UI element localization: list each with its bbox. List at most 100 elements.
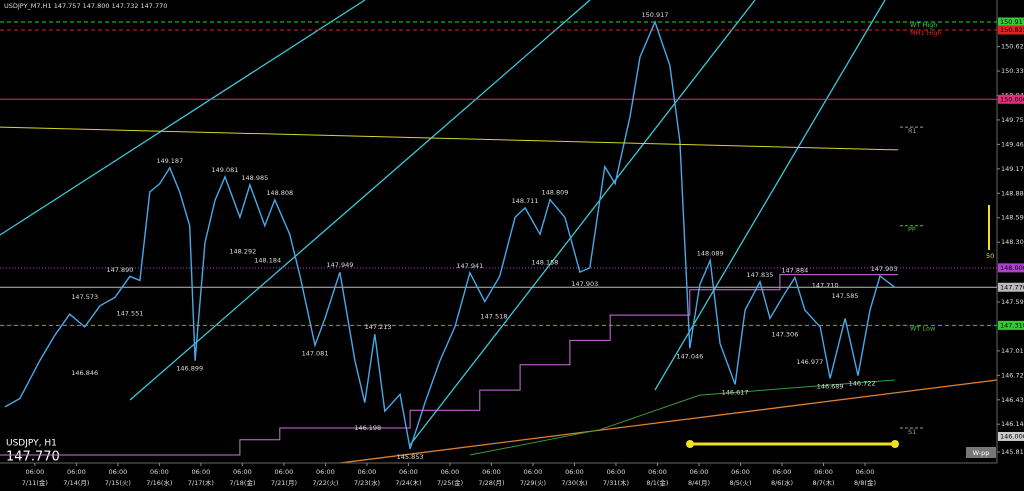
w-pp-box (966, 447, 996, 458)
x-tick-label: 7/23(水) (354, 478, 380, 487)
x-tick-label: 7/14(月) (63, 479, 89, 487)
x-tick-time: 06:00 (814, 468, 833, 476)
y-tick-label: 147.015 (1001, 347, 1024, 355)
price-annotation: 147.573 (71, 293, 98, 301)
price-annotation: 147.949 (326, 261, 353, 269)
price-annotation: 147.903 (571, 280, 598, 288)
y-tick-label: 149.465 (1001, 140, 1024, 148)
y-tick-label: 146.725 (1001, 371, 1024, 379)
y-tick-label: 148.885 (1001, 189, 1024, 197)
price-annotation: 146.846 (71, 369, 98, 377)
level-box (998, 282, 1024, 292)
symbol-price: 147.770 (6, 450, 60, 465)
price-annotation: 148.089 (697, 249, 724, 257)
x-tick-time: 06:00 (565, 468, 584, 476)
x-tick-time: 06:00 (316, 468, 335, 476)
x-tick-time: 06:00 (150, 468, 169, 476)
price-annotation: 146.722 (849, 380, 876, 388)
x-tick-label: 8/7(木) (812, 478, 834, 487)
price-annotation: 147.518 (480, 312, 507, 320)
x-tick-time: 06:00 (731, 468, 750, 476)
x-tick-label: 7/15(火) (105, 479, 131, 487)
x-tick-label: 7/29(火) (520, 479, 546, 487)
x-tick-time: 06:00 (648, 468, 667, 476)
level-label: 150.000 (1000, 95, 1024, 103)
w-pp-dot (891, 440, 899, 448)
y-tick-label: 150.625 (1001, 43, 1024, 51)
price-annotation: 147.551 (116, 310, 143, 318)
x-tick-time: 06:00 (275, 468, 294, 476)
series-line (0, 274, 899, 456)
price-annotation: 148.292 (229, 247, 256, 255)
series-line (0, 126, 899, 151)
level-name: MH1 High (910, 29, 942, 37)
price-annotation: 146.977 (796, 358, 823, 366)
x-tick-label: 7/25(金) (437, 478, 463, 487)
level-label: 146.000 (1000, 432, 1024, 440)
pivot-name: R1 (908, 127, 917, 135)
x-tick-label: 7/11(金) (22, 478, 48, 487)
x-tick-time: 06:00 (25, 468, 44, 476)
x-tick-label: 8/5(火) (729, 479, 751, 487)
x-tick-label: 8/4(月) (688, 479, 710, 487)
price-annotation: 146.198 (354, 424, 381, 432)
price-annotation: 147.941 (456, 262, 483, 270)
x-tick-label: 7/31(木) (603, 478, 629, 487)
level-box (998, 17, 1024, 27)
level-box (998, 320, 1024, 330)
x-tick-time: 06:00 (233, 468, 252, 476)
level-name: WT Low (910, 324, 936, 332)
pivot-name: PP (908, 226, 916, 234)
x-tick-time: 06:00 (482, 468, 501, 476)
price-annotation: 146.689 (817, 382, 844, 390)
level-label: 150.917 (1000, 18, 1024, 26)
x-tick-label: 8/1(金) (646, 478, 668, 487)
x-tick-time: 06:00 (358, 468, 377, 476)
x-tick-time: 06:00 (109, 468, 128, 476)
x-tick-time: 06:00 (773, 468, 792, 476)
y-tick-label: 146.145 (1001, 420, 1024, 428)
x-tick-label: 7/24(木) (395, 478, 421, 487)
symbol: USDJPY, H1 (6, 439, 57, 449)
x-tick-time: 06:00 (192, 468, 211, 476)
trend-line (339, 379, 998, 464)
price-annotation: 149.187 (156, 157, 183, 165)
level-box (998, 263, 1024, 273)
x-tick-label: 7/21(月) (271, 479, 297, 487)
x-tick-time: 06:00 (67, 468, 86, 476)
price-annotation: 145.853 (397, 453, 424, 461)
level-label: 150.822 (1000, 26, 1024, 34)
price-annotation: 148.985 (241, 174, 268, 182)
y-tick-label: 149.755 (1001, 116, 1024, 124)
series-line (4, 20, 896, 450)
price-annotation: 147.903 (871, 265, 898, 273)
x-tick-time: 06:00 (607, 468, 626, 476)
y-tick-label: 145.815 (1001, 448, 1024, 456)
price-annotation: 147.710 (812, 281, 839, 289)
level-box (998, 94, 1024, 104)
price-annotation: 147.884 (781, 267, 808, 275)
price-annotation: 147.890 (107, 266, 134, 274)
x-tick-label: 7/28(月) (478, 479, 504, 487)
price-annotation: 148.184 (254, 256, 281, 264)
channel-line (0, 0, 366, 236)
channel-line (129, 0, 591, 401)
x-tick-label: 8/8(金) (854, 478, 876, 487)
side-label: 50 (986, 252, 994, 260)
price-annotation: 148.158 (532, 259, 559, 267)
w-pp-dot (686, 440, 694, 448)
x-tick-label: 7/18(金) (229, 478, 255, 487)
x-tick-time: 06:00 (690, 468, 709, 476)
level-name: WT High (910, 21, 937, 29)
x-tick-label: 7/22(火) (312, 479, 338, 487)
level-label: 147.318 (1000, 321, 1024, 329)
x-tick-label: 7/16(水) (146, 478, 172, 487)
price-annotation: 147.213 (365, 323, 392, 331)
y-tick-label: 148.305 (1001, 238, 1024, 246)
price-annotation: 146.617 (722, 388, 749, 396)
header: USDJPY_M7,H1 147.757 147.800 147.732 147… (4, 2, 167, 10)
y-tick-label: 146.435 (1001, 396, 1024, 404)
y-tick-label: 150.335 (1001, 67, 1024, 75)
